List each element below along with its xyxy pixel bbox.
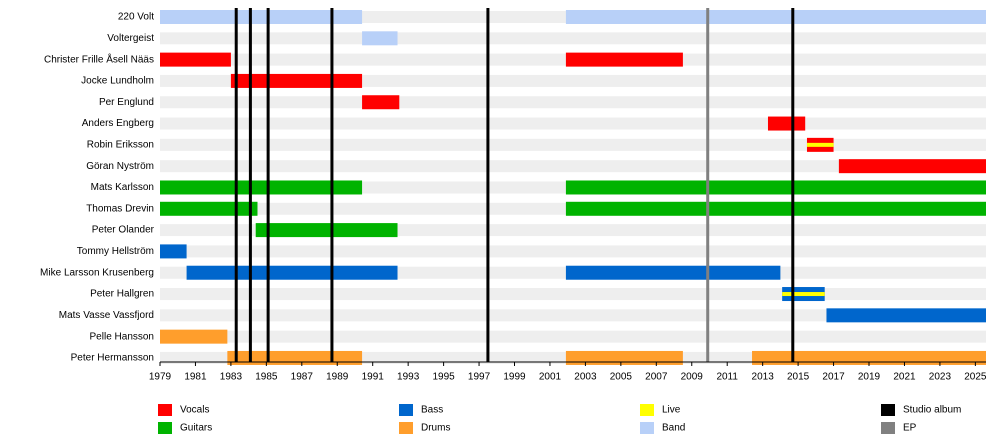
- legend-label: Band: [662, 423, 685, 434]
- legend-label: Studio album: [903, 405, 961, 416]
- bar: [362, 95, 400, 110]
- x-tick-label: 2021: [893, 372, 916, 383]
- row-label: Göran Nyström: [86, 161, 154, 172]
- legend-label: Live: [662, 405, 681, 416]
- row-label: Robin Eriksson: [87, 140, 154, 151]
- row-label: 220 Volt: [118, 12, 154, 23]
- bar: [565, 52, 683, 67]
- legend-swatch: [881, 404, 895, 416]
- row-stripe: [160, 117, 986, 130]
- legend-swatch: [640, 404, 654, 416]
- x-tick-label: 1997: [468, 372, 491, 383]
- bar: [160, 10, 363, 24]
- bar: [782, 292, 825, 297]
- bar: [565, 10, 986, 24]
- row-stripe: [160, 96, 986, 109]
- row-label: Christer Frille Åsell Nääs: [44, 52, 154, 65]
- row-label: Peter Hermansson: [71, 353, 154, 364]
- legend-label: Guitars: [180, 423, 212, 434]
- bar: [565, 350, 683, 365]
- bar: [752, 350, 986, 365]
- legend-swatch: [399, 422, 413, 434]
- row-label: Anders Engberg: [82, 118, 154, 129]
- x-tick-label: 2009: [681, 372, 704, 383]
- x-tick-label: 2019: [858, 372, 881, 383]
- row-stripe: [160, 309, 986, 322]
- row-stripe: [160, 32, 986, 45]
- row-label: Pelle Hansson: [90, 331, 154, 342]
- x-tick-label: 2013: [752, 372, 775, 383]
- legend-swatch: [399, 404, 413, 416]
- row-stripe: [160, 138, 986, 151]
- x-tick-label: 1993: [397, 372, 420, 383]
- row-label: Thomas Drevin: [86, 203, 154, 214]
- bar: [826, 308, 986, 323]
- bar: [160, 244, 187, 259]
- legend-swatch: [158, 422, 172, 434]
- x-tick-label: 2001: [539, 372, 562, 383]
- x-tick-label: 1989: [326, 372, 349, 383]
- row-label: Mats Vasse Vassfjord: [59, 310, 154, 321]
- x-tick-label: 1991: [362, 372, 385, 383]
- x-tick-label: 1979: [149, 372, 172, 383]
- legend-swatch: [881, 422, 895, 434]
- row-label: Peter Hallgren: [90, 289, 154, 300]
- bar: [186, 265, 398, 280]
- x-tick-label: 2005: [610, 372, 633, 383]
- bar: [838, 159, 986, 174]
- bar: [160, 201, 258, 216]
- bar: [160, 180, 363, 195]
- row-stripe: [160, 160, 986, 173]
- legend-label: Vocals: [180, 405, 209, 416]
- row-label: Jocke Lundholm: [81, 76, 154, 87]
- row-label: Peter Olander: [92, 225, 155, 236]
- bar: [806, 142, 834, 147]
- bar: [160, 52, 231, 67]
- bar: [362, 31, 398, 46]
- row-stripe: [160, 330, 986, 343]
- x-tick-label: 2017: [822, 372, 845, 383]
- row-label: Voltergeist: [107, 33, 154, 44]
- bar: [565, 201, 986, 216]
- row-label: Mike Larsson Krusenberg: [40, 267, 154, 278]
- bar: [227, 350, 363, 365]
- x-tick-label: 1987: [291, 372, 314, 383]
- bar: [255, 223, 398, 238]
- x-tick-label: 1985: [255, 372, 278, 383]
- bar: [565, 180, 986, 195]
- legend-swatch: [640, 422, 654, 434]
- row-label: Per Englund: [99, 97, 154, 108]
- bar: [565, 265, 781, 280]
- legend-label: EP: [903, 423, 917, 434]
- row-stripe: [160, 74, 986, 87]
- row-label: Tommy Hellström: [77, 246, 154, 257]
- x-tick-label: 2007: [645, 372, 668, 383]
- x-tick-label: 1983: [220, 372, 243, 383]
- x-tick-label: 2025: [964, 372, 987, 383]
- x-tick-label: 2011: [716, 372, 738, 383]
- x-tick-label: 1981: [184, 372, 207, 383]
- bar: [230, 73, 363, 88]
- bar: [767, 116, 806, 131]
- legend-label: Drums: [421, 423, 450, 434]
- legend-label: Bass: [421, 405, 443, 416]
- row-stripe: [160, 245, 986, 258]
- x-tick-label: 2023: [929, 372, 952, 383]
- legend-swatch: [158, 404, 172, 416]
- row-label: Mats Karlsson: [91, 182, 154, 193]
- x-tick-label: 2003: [574, 372, 597, 383]
- x-tick-label: 1995: [432, 372, 455, 383]
- row-stripe: [160, 288, 986, 301]
- x-tick-label: 2015: [787, 372, 810, 383]
- x-tick-label: 1999: [503, 372, 526, 383]
- bar: [160, 329, 228, 344]
